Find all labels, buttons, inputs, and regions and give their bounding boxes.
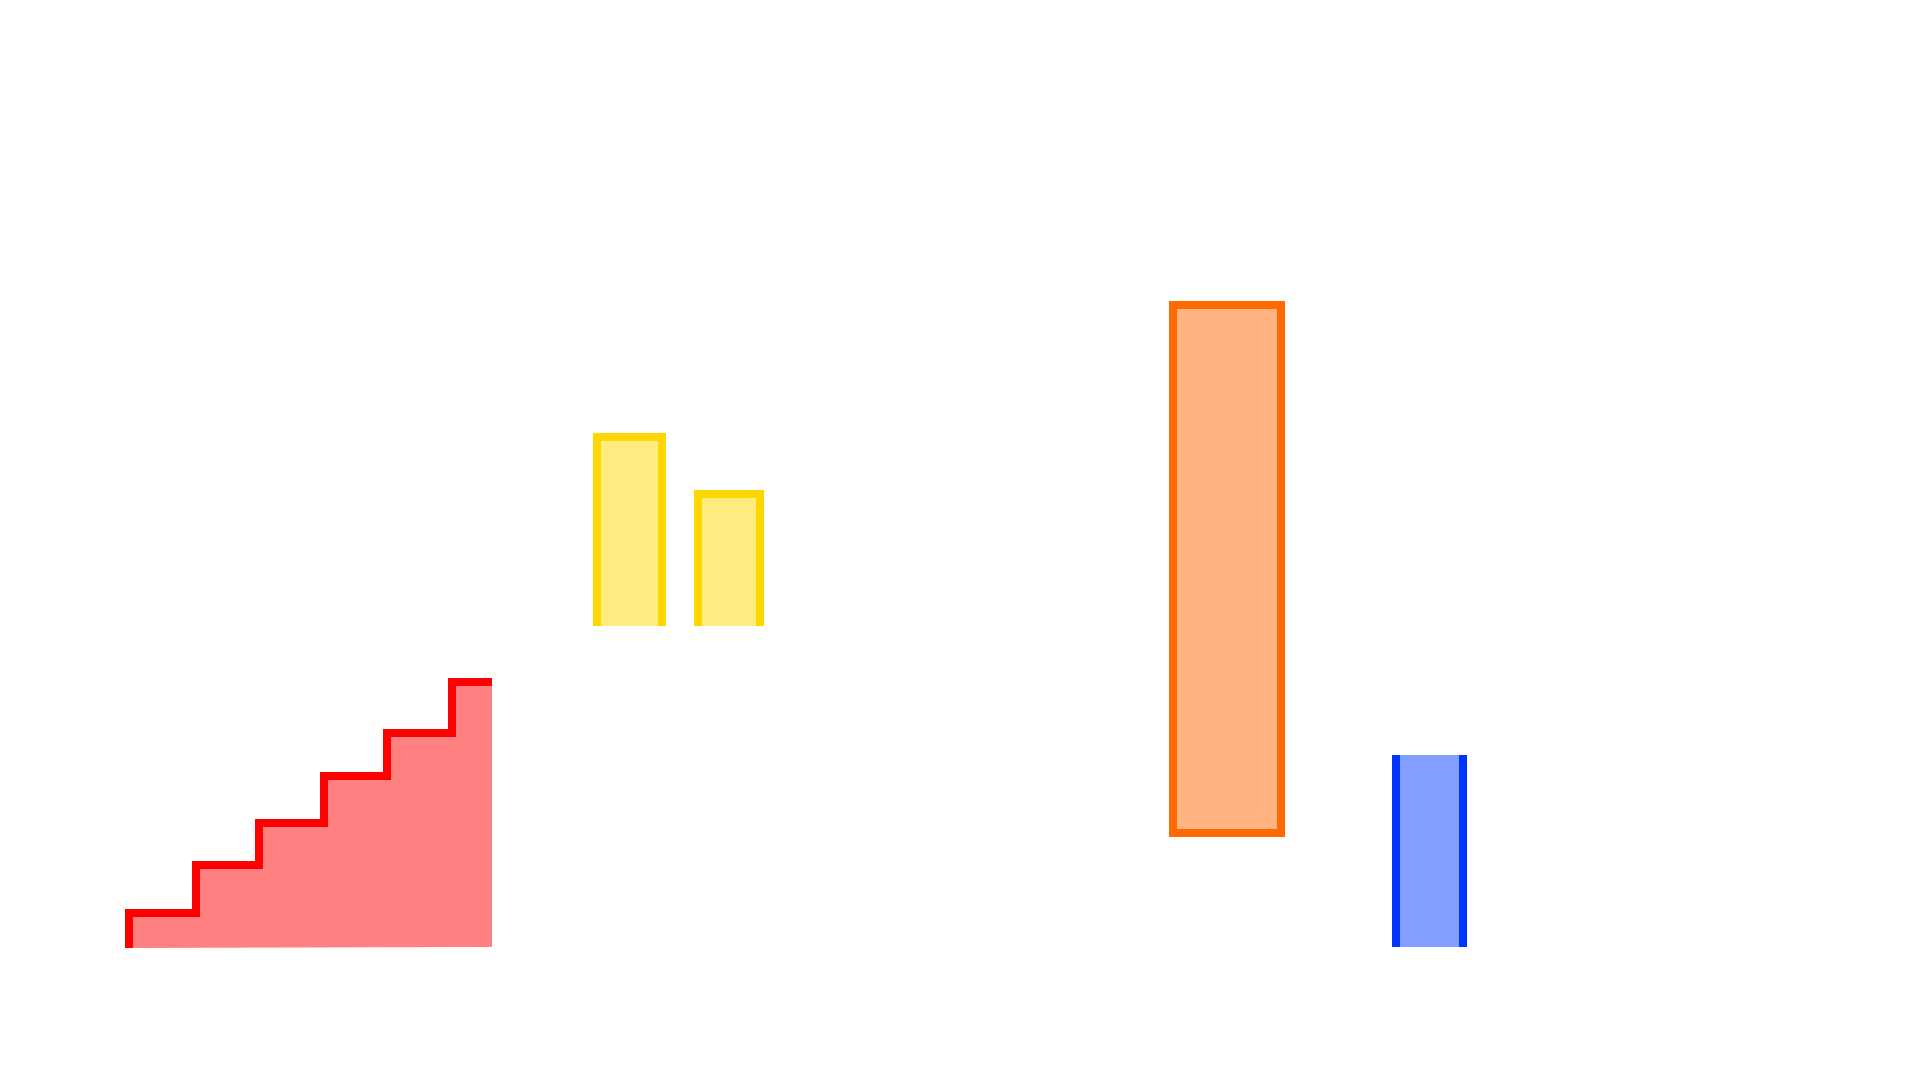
yellow-bar-tall bbox=[593, 433, 666, 626]
shapes-layer bbox=[125, 301, 1467, 948]
bar-fill bbox=[597, 437, 662, 626]
bar-outline bbox=[694, 490, 764, 626]
rectangle-body bbox=[1169, 301, 1285, 837]
red-staircase bbox=[125, 678, 492, 948]
orange-rectangle bbox=[1169, 301, 1285, 837]
bar-fill bbox=[698, 494, 760, 626]
blue-bar bbox=[1392, 755, 1467, 947]
staircase-outline bbox=[125, 678, 492, 948]
yellow-bar-short bbox=[694, 490, 764, 626]
bar-outline bbox=[593, 433, 666, 626]
staircase-fill bbox=[129, 682, 492, 948]
bar-fill bbox=[1396, 755, 1463, 947]
